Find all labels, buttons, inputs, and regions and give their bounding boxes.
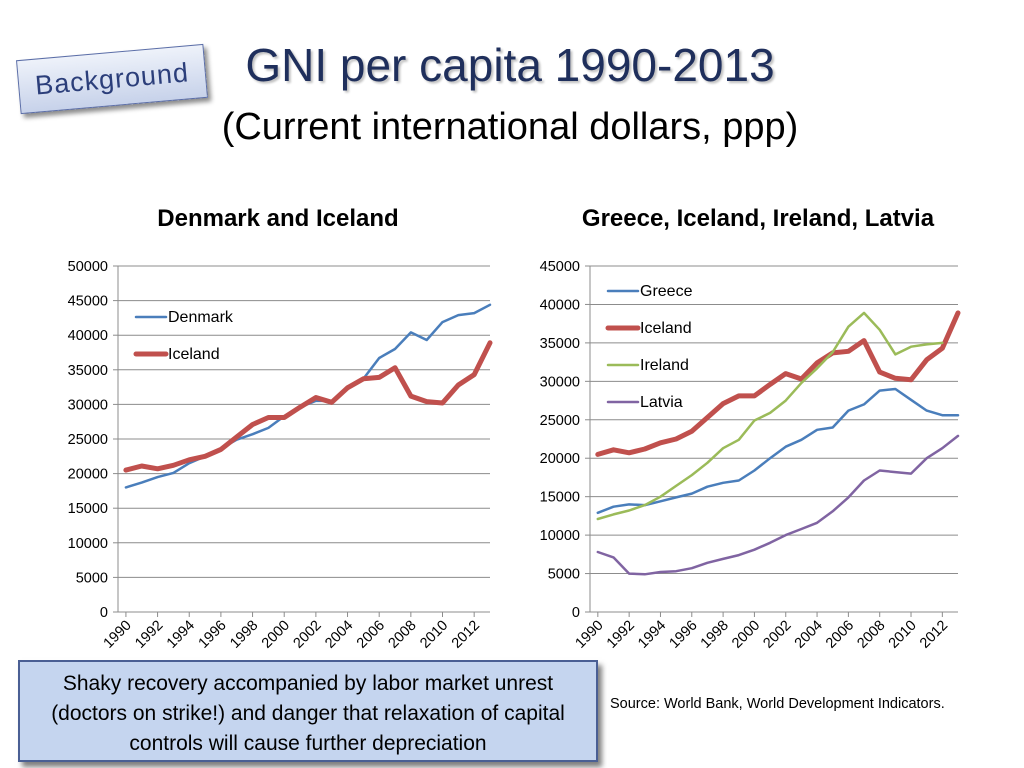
chart-2-x-tick-label: 2012 bbox=[917, 618, 951, 652]
callout-box: Shaky recovery accompanied by labor mark… bbox=[18, 660, 598, 762]
chart-1-y-tick-label: 50000 bbox=[68, 259, 108, 275]
chart-1-x-tick-label: 1994 bbox=[164, 618, 198, 652]
chart-1-x-tick-label: 1998 bbox=[227, 618, 261, 652]
source-note: Source: World Bank, World Development In… bbox=[610, 696, 945, 712]
chart-1-x-tick-label: 2004 bbox=[322, 618, 356, 652]
chart-2-y-tick-label: 5000 bbox=[548, 567, 580, 583]
chart-1-x-tick-label: 1990 bbox=[101, 618, 135, 652]
chart-1-y-tick-label: 45000 bbox=[68, 294, 108, 310]
chart-2-x-tick-label: 1996 bbox=[666, 618, 700, 652]
chart-greece-iceland-ireland-latvia: 0 5000 10000 15000 20000 25000 30000 35000 40000… bbox=[540, 259, 961, 652]
chart-2-y-tick-label: 10000 bbox=[540, 528, 580, 544]
chart-2-x-tick-label: 2008 bbox=[854, 618, 888, 652]
chart-1-y-tick-label: 35000 bbox=[68, 363, 108, 379]
chart-1-x-tick-label: 2008 bbox=[386, 618, 420, 652]
background-badge: Background bbox=[16, 43, 208, 115]
chart-1-x-tick-label: 2012 bbox=[449, 618, 483, 652]
chart-1-y-tick-label: 0 bbox=[100, 605, 108, 621]
chart-2-y-tick-label: 35000 bbox=[540, 336, 580, 352]
chart-2-title: Greece, Iceland, Ireland, Latvia bbox=[581, 205, 935, 232]
chart-2-series-line-iceland bbox=[595, 310, 961, 457]
background-badge-label: Background bbox=[33, 56, 191, 101]
chart-2-y-tick-label: 45000 bbox=[540, 259, 580, 275]
chart-1-x-tick-label: 1992 bbox=[132, 618, 166, 652]
chart-2-series-line-latvia bbox=[596, 434, 960, 576]
chart-2-x-tick-label: 1990 bbox=[573, 618, 607, 652]
chart-2-x-tick-label: 2004 bbox=[792, 618, 826, 652]
chart-1-x-tick-label: 2006 bbox=[354, 618, 388, 652]
chart-2-legend-label-iceland: Iceland bbox=[640, 320, 692, 337]
chart-2-legend-label-greece: Greece bbox=[640, 283, 693, 300]
chart-2-legend-label-latvia: Latvia bbox=[640, 394, 683, 411]
chart-2-x-tick-label: 2002 bbox=[760, 618, 794, 652]
chart-2-y-tick-label: 20000 bbox=[540, 451, 580, 467]
chart-1-title: Denmark and Iceland bbox=[157, 205, 399, 232]
chart-2-legend-label-ireland: Ireland bbox=[640, 357, 689, 374]
chart-2-x-tick-label: 2010 bbox=[886, 618, 920, 652]
chart-1-series-line-iceland bbox=[123, 340, 493, 473]
chart-2-y-tick-label: 30000 bbox=[540, 374, 580, 390]
chart-2-x-tick-label: 1992 bbox=[604, 618, 638, 652]
chart-1-x-tick-label: 2000 bbox=[259, 618, 293, 652]
chart-2-x-tick-label: 2000 bbox=[729, 618, 763, 652]
chart-2-series-line-greece bbox=[596, 387, 960, 515]
slide-title: GNI per capita 1990-2013 bbox=[245, 39, 775, 91]
chart-1-y-tick-label: 15000 bbox=[68, 501, 108, 517]
chart-2-x-tick-label: 1998 bbox=[698, 618, 732, 652]
chart-1-x-tick-label: 2002 bbox=[291, 618, 325, 652]
chart-1-y-tick-label: 5000 bbox=[76, 570, 108, 586]
chart-1-x-tick-label: 1996 bbox=[196, 618, 230, 652]
chart-2-series-line-ireland bbox=[596, 311, 944, 521]
chart-2-x-tick-label: 1994 bbox=[635, 618, 669, 652]
chart-1-y-tick-label: 25000 bbox=[68, 432, 108, 448]
chart-2-y-tick-label: 40000 bbox=[540, 297, 580, 313]
chart-1-x-tick-label: 2010 bbox=[417, 618, 451, 652]
chart-1-y-tick-label: 40000 bbox=[68, 328, 108, 344]
chart-2-y-tick-label: 25000 bbox=[540, 413, 580, 429]
chart-2-x-tick-label: 2006 bbox=[823, 618, 857, 652]
chart-1-series-line-denmark bbox=[124, 303, 492, 489]
chart-1-y-tick-label: 20000 bbox=[68, 467, 108, 483]
chart-1-y-tick-label: 30000 bbox=[68, 397, 108, 413]
chart-1-y-tick-label: 10000 bbox=[68, 536, 108, 552]
chart-1-legend-label-denmark: Denmark bbox=[168, 309, 234, 326]
chart-1-legend-label-iceland: Iceland bbox=[168, 346, 220, 363]
chart-2-y-tick-label: 15000 bbox=[540, 490, 580, 506]
slide-subtitle: (Current international dollars, ppp) bbox=[221, 106, 799, 148]
chart-denmark-iceland: 0 5000 10000 15000 20000 25000 30000 35000 40000… bbox=[68, 259, 493, 652]
chart-2-y-tick-label: 0 bbox=[572, 605, 580, 621]
